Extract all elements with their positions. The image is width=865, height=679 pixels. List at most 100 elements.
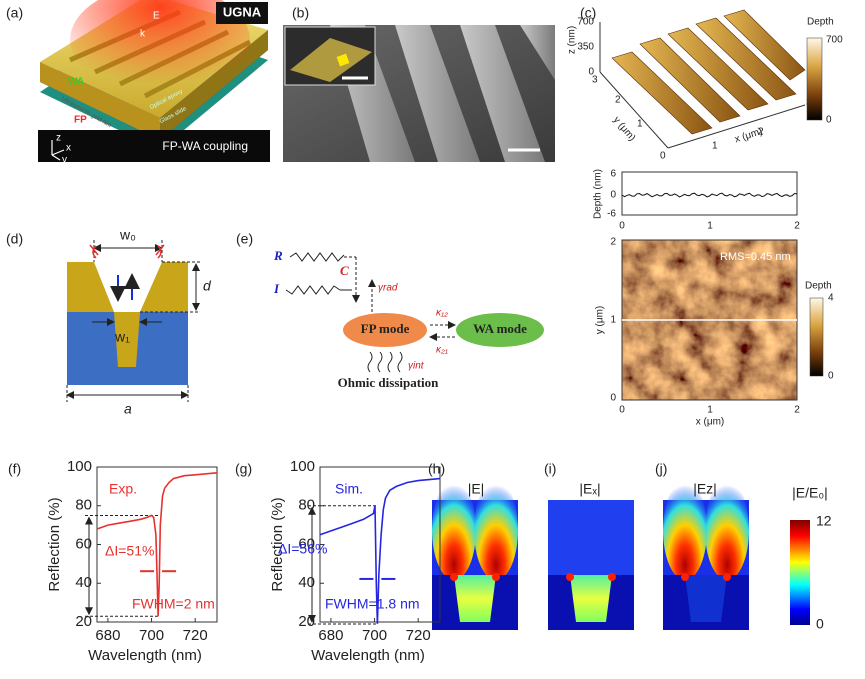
plume	[705, 480, 749, 580]
y-tick-label: 60	[298, 535, 315, 552]
annotation: FWHM=1.8 nm	[325, 596, 420, 612]
line-shape	[599, 71, 669, 149]
line-shape	[51, 149, 65, 156]
y-tick-label: 100	[290, 458, 315, 475]
x-tick: 1	[707, 405, 713, 416]
rms: RMS=0.45 nm	[720, 251, 791, 263]
y-tick: 3	[592, 75, 598, 86]
x-tick: 2	[758, 127, 764, 138]
polygon-shape	[290, 38, 372, 82]
x-label: x (μm)	[696, 417, 725, 428]
rect-shape	[38, 130, 270, 162]
hotspot	[566, 573, 574, 581]
data-line	[319, 477, 441, 624]
y-tick: 6	[610, 169, 616, 180]
cbar-tick: 700	[826, 35, 843, 46]
gamma-rad: γrad	[378, 283, 398, 294]
cbar-tick: 0	[828, 371, 834, 382]
x-tick: 0	[619, 221, 625, 232]
y-tick: 1	[637, 119, 643, 130]
panel-b: (b)	[283, 5, 555, 162]
y-tick: -6	[607, 209, 616, 220]
polygon-shape	[114, 312, 140, 367]
plume	[432, 480, 476, 580]
panel-label: (h)	[428, 461, 445, 477]
axis-z: z	[56, 133, 61, 144]
x-tick-label: 720	[183, 627, 208, 644]
plume	[474, 480, 518, 580]
cbar-tick: 12	[816, 513, 832, 529]
polygon-shape	[723, 9, 806, 81]
g-shape	[432, 480, 749, 630]
cbar-tick: 0	[816, 616, 824, 632]
hotspot	[450, 573, 458, 581]
g-shape	[89, 244, 165, 259]
y-tick: 1	[610, 315, 616, 326]
field-map	[432, 480, 518, 630]
panel-d: (d) w₀ d w₁ a	[6, 227, 212, 417]
x-axis-label: Wavelength (nm)	[88, 647, 202, 664]
hotspot	[723, 573, 731, 581]
z-tick: 0	[588, 67, 594, 78]
map-title: |Ez|	[693, 481, 717, 497]
panel-label: (a)	[6, 5, 23, 21]
y-label: y (μm)	[611, 115, 638, 144]
cbar-tick: 4	[828, 293, 834, 304]
e-label: E	[153, 11, 160, 22]
cbar-tick: 0	[826, 115, 832, 126]
panel-label: (e)	[236, 231, 253, 247]
ellipse-shape	[70, 0, 250, 95]
k-label: k	[140, 29, 146, 40]
panel-label: (j)	[655, 461, 667, 477]
groove	[685, 575, 727, 622]
x-tick: 1	[707, 221, 713, 232]
g-shape	[51, 140, 65, 161]
panel-a: UGNA E k WA FP Ultrasmooth gold film Opt…	[6, 0, 270, 166]
annotation: FWHM=2 nm	[132, 596, 215, 612]
annotation: Exp.	[109, 481, 137, 497]
y-tick: 2	[615, 95, 621, 106]
path-shape	[367, 351, 403, 373]
panel-e: (e) R I C γrad FP mode WA mode κ₁₂ κ₂₁ γ…	[236, 231, 544, 390]
ellipse-shape	[343, 313, 427, 347]
x-tick: 1	[712, 141, 718, 152]
y-tick: 0	[610, 393, 616, 404]
cbar-title: Depth	[807, 17, 834, 28]
y-tick-label: 80	[75, 497, 92, 514]
groove	[570, 575, 612, 622]
y-tick-label: 20	[75, 613, 92, 630]
y-label: Depth (nm)	[593, 169, 604, 219]
polygon-shape	[395, 25, 480, 162]
axis-y: y	[62, 155, 67, 166]
polygon-shape	[460, 25, 545, 162]
panel-label: (d)	[6, 231, 23, 247]
wa-mode: WA mode	[473, 321, 527, 336]
a: a	[124, 401, 132, 417]
hotspot	[608, 573, 616, 581]
caption: FP-WA coupling	[162, 139, 248, 153]
polyline-shape	[621, 192, 798, 198]
path-shape	[285, 285, 341, 295]
fp-mode: FP mode	[361, 321, 410, 336]
y-axis-label: Reflection (%)	[269, 497, 286, 591]
g-shape	[611, 9, 806, 135]
polygon-shape	[611, 51, 713, 135]
groove	[454, 575, 496, 622]
rect-shape	[336, 53, 350, 67]
z-tick: 350	[577, 42, 594, 53]
c: C	[340, 263, 349, 278]
fp-label: FP	[74, 115, 87, 126]
panel-label: (c)	[580, 5, 596, 21]
y-tick-label: 40	[298, 574, 315, 591]
i: I	[273, 281, 280, 296]
path-shape	[289, 252, 345, 262]
d: d	[203, 278, 212, 294]
hotspot	[492, 573, 500, 581]
rect-shape	[621, 171, 798, 216]
ellipse-shape	[456, 313, 544, 347]
y-tick: 0	[660, 151, 666, 162]
x-label: x (μm)	[733, 126, 764, 145]
badge: UGNA	[223, 4, 262, 19]
y-tick-label: 100	[67, 458, 92, 475]
